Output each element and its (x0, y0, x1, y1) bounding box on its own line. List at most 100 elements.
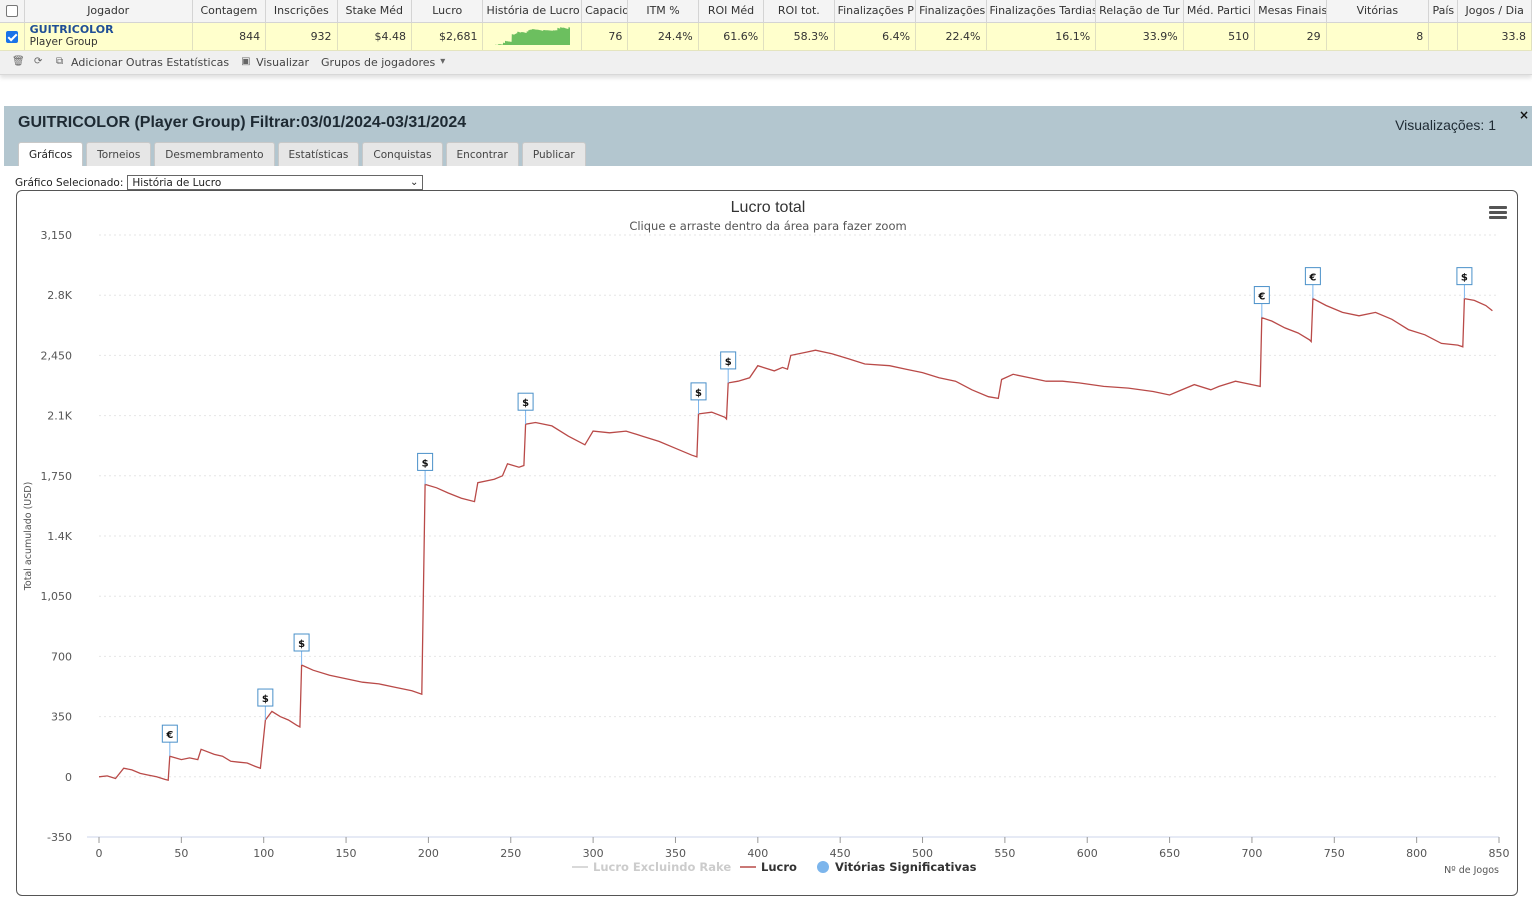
flag-label: € (1308, 273, 1316, 284)
x-tick-label: 300 (583, 847, 604, 860)
row-checkbox[interactable] (0, 22, 25, 51)
visualize-button[interactable]: ▣ Visualizar (241, 56, 309, 69)
refresh-icon: ⟳ (34, 56, 43, 67)
grid-toolbar: 🗑 ⟳ ⧉ Adicionar Outras Estatísticas ▣ Vi… (0, 50, 1532, 75)
y-tick-label: 700 (51, 650, 72, 663)
x-tick-label: 650 (1159, 847, 1180, 860)
add-stats-button[interactable]: ⧉ Adicionar Outras Estatísticas (56, 56, 229, 69)
significant-win-flag[interactable]: $ (257, 688, 274, 721)
x-tick-label: 450 (830, 847, 851, 860)
series-line-lucro[interactable] (98, 297, 1493, 782)
significant-win-flag[interactable]: $ (720, 351, 737, 383)
col-header-relacao-tur[interactable]: Relação de Tur (1095, 0, 1184, 23)
legend-swatch-vitorias (817, 861, 829, 873)
chart-selector-label: Gráfico Selecionado: (15, 176, 124, 189)
x-tick-label: 0 (96, 847, 103, 860)
panel-tabs: Gráficos Torneios Desmembramento Estatís… (18, 142, 586, 166)
col-header-stake-med[interactable]: Stake Méd (337, 0, 413, 23)
player-detail-panel: GUITRICOLOR (Player Group) Filtrar:03/01… (4, 106, 1532, 900)
col-header-inscricoes[interactable]: Inscrições (265, 0, 338, 23)
col-header-roi-med[interactable]: ROI Méd (698, 0, 765, 23)
cell-finalizacoes: 22.4% (915, 22, 987, 51)
col-header-lucro[interactable]: Lucro (411, 0, 484, 23)
col-header-itm[interactable]: ITM % (627, 0, 699, 23)
tab-encontrar[interactable]: Encontrar (445, 142, 519, 166)
player-groups-dropdown[interactable]: Grupos de jogadores ▾ (321, 56, 450, 69)
col-header-finalizacoes[interactable]: Finalizações (915, 0, 987, 23)
delete-button[interactable]: 🗑 (12, 57, 25, 67)
col-header-jogos-dia[interactable]: Jogos / Dia (1457, 0, 1532, 23)
significant-win-flag[interactable]: $ (417, 452, 434, 485)
y-tick-label: 1.4K (47, 530, 72, 543)
x-tick-label: 500 (912, 847, 933, 860)
cell-capacidade: 76 (581, 22, 629, 51)
tab-publicar[interactable]: Publicar (521, 142, 586, 166)
flag-label: $ (422, 458, 429, 469)
legend-item-lucro[interactable]: Lucro (761, 860, 797, 874)
x-tick-label: 600 (1077, 847, 1098, 860)
cell-pais (1428, 22, 1459, 51)
profit-sparkline (494, 26, 571, 45)
chart-selector-dropdown[interactable]: História de Lucro ⌄ (127, 175, 424, 190)
legend-item-vitorias[interactable]: Vitórias Significativas (835, 860, 977, 874)
panel-header: GUITRICOLOR (Player Group) Filtrar:03/01… (4, 106, 1532, 166)
flag-label: $ (522, 398, 529, 409)
x-tick-label: 750 (1324, 847, 1345, 860)
tab-torneios[interactable]: Torneios (86, 142, 152, 166)
visualize-label: Visualizar (256, 55, 310, 69)
col-header-finalizacoes-tardias[interactable]: Finalizações Tardias (986, 0, 1097, 23)
x-tick-label: 50 (174, 847, 188, 860)
tab-estatisticas[interactable]: Estatísticas (277, 142, 360, 166)
y-tick-label: 0 (65, 771, 72, 784)
tab-conquistas[interactable]: Conquistas (362, 142, 443, 166)
chart-svg: Lucro total Clique e arraste dentro da á… (23, 199, 1510, 876)
player-name-link[interactable]: GUITRICOLOR (29, 23, 114, 36)
cell-itm: 24.4% (627, 22, 699, 51)
refresh-button[interactable]: ⟳ (34, 57, 44, 67)
col-header-roi-tot[interactable]: ROI tot. (763, 0, 835, 23)
select-all-checkbox[interactable] (0, 0, 25, 23)
flag-label: € (1257, 292, 1265, 303)
y-tick-label: 1,750 (41, 470, 73, 483)
col-header-mesas-finais[interactable]: Mesas Finais (1254, 0, 1327, 23)
significant-win-flag[interactable]: € (1304, 267, 1321, 299)
y-tick-label: 2.1K (47, 410, 72, 423)
y-tick-label: 3,150 (41, 229, 73, 242)
col-header-historia-lucro[interactable]: História de Lucro (482, 0, 583, 23)
significant-win-flag[interactable]: € (1253, 286, 1270, 318)
significant-win-flag[interactable]: $ (517, 392, 534, 425)
close-icon[interactable]: × (1518, 108, 1529, 122)
y-axis-title: Total acumulado (USD) (23, 482, 34, 592)
x-tick-label: 850 (1489, 847, 1510, 860)
player-stats-grid: Jogador Contagem Inscrições Stake Méd Lu… (0, 0, 1532, 75)
y-tick-label: -350 (47, 831, 72, 844)
hamburger-menu-icon[interactable] (1489, 206, 1507, 221)
player-cell[interactable]: GUITRICOLOR Player Group (24, 22, 193, 51)
col-header-jogador[interactable]: Jogador (24, 0, 193, 23)
col-header-pais[interactable]: País (1428, 0, 1459, 23)
cell-vitorias: 8 (1326, 22, 1430, 51)
legend-item-lucro-excl-rake[interactable]: Lucro Excluindo Rake (593, 860, 731, 874)
cell-relacao-tur: 33.9% (1095, 22, 1184, 51)
table-row[interactable]: GUITRICOLOR Player Group 844 932 $4.48 $… (0, 22, 1532, 51)
cell-jogos-dia: 33.8 (1457, 22, 1532, 51)
col-header-contagem[interactable]: Contagem (192, 0, 267, 23)
col-header-finalizacoes-p[interactable]: Finalizações P (834, 0, 917, 23)
player-type: Player Group (29, 36, 98, 48)
significant-win-flag[interactable]: € (161, 724, 178, 757)
significant-win-flag[interactable]: $ (690, 382, 707, 414)
x-tick-label: 700 (1241, 847, 1262, 860)
image-icon: ▣ (241, 56, 251, 67)
cell-mesas-finais: 29 (1254, 22, 1327, 51)
panel-title: GUITRICOLOR (Player Group) Filtrar:03/01… (18, 114, 467, 131)
col-header-med-partici[interactable]: Méd. Partici (1183, 0, 1256, 23)
x-tick-label: 100 (253, 847, 274, 860)
tab-graficos[interactable]: Gráficos (18, 142, 84, 166)
significant-win-flag[interactable]: $ (1456, 267, 1473, 299)
profit-chart[interactable]: Lucro total Clique e arraste dentro da á… (16, 190, 1518, 896)
col-header-vitorias[interactable]: Vitórias (1326, 0, 1430, 23)
significant-win-flag[interactable]: $ (293, 633, 310, 665)
col-header-capacidade[interactable]: Capacidade (581, 0, 629, 23)
cell-med-partici: 510 (1183, 22, 1256, 51)
tab-desmembramento[interactable]: Desmembramento (154, 142, 275, 166)
